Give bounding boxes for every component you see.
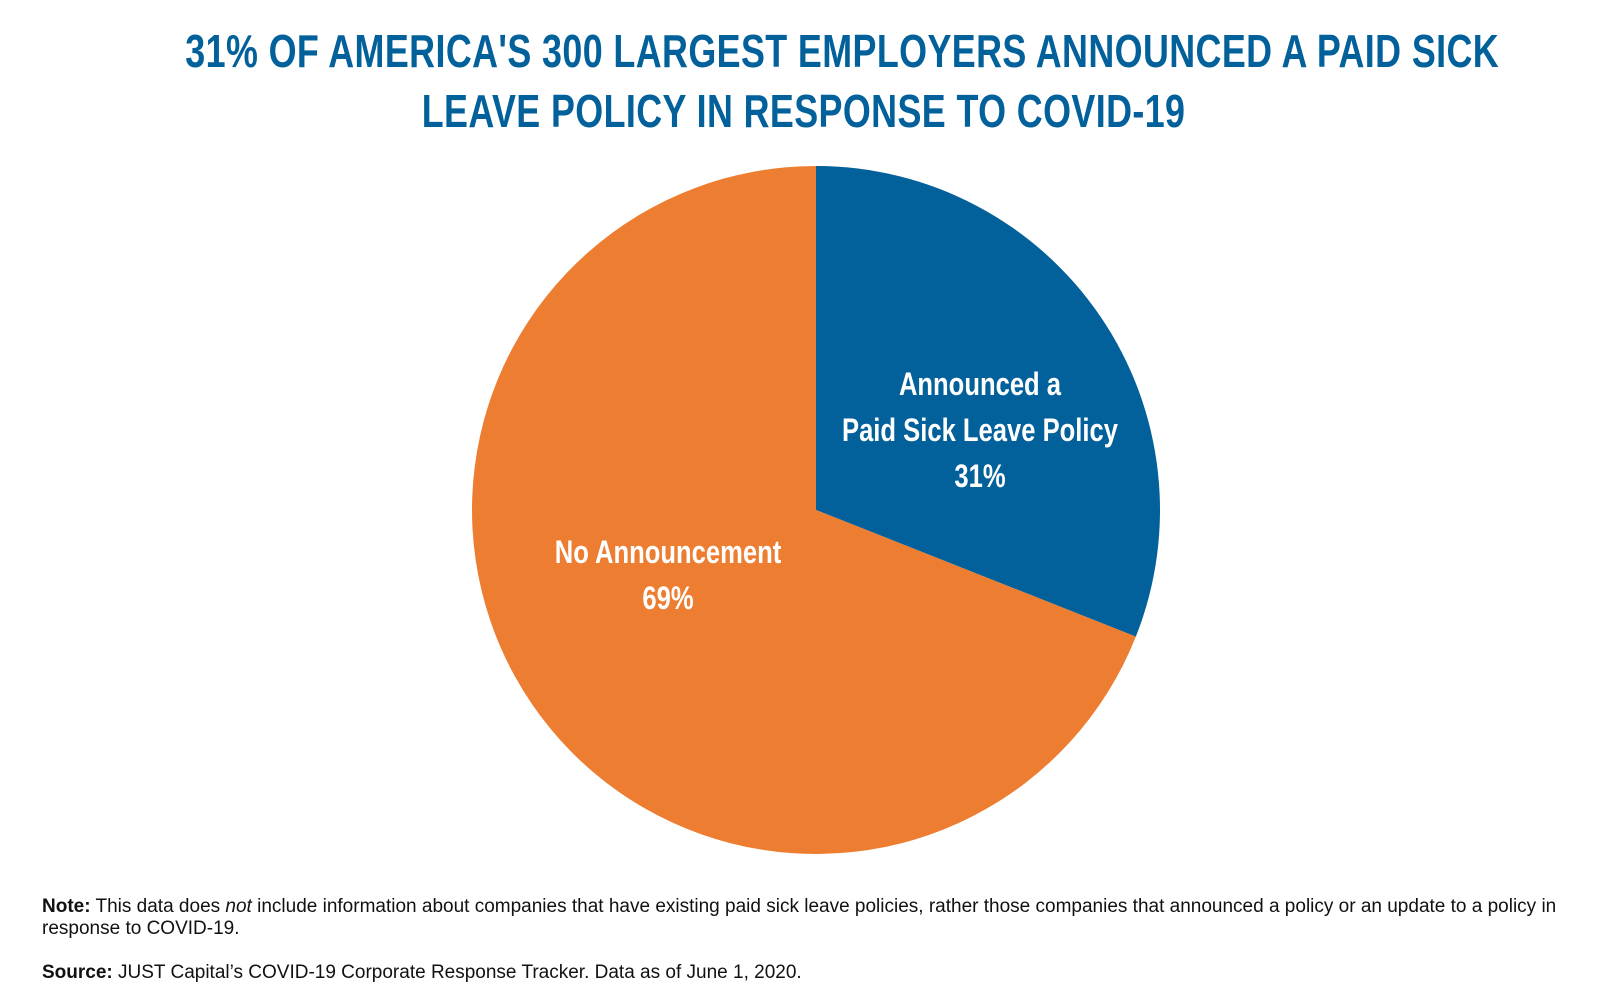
pie-slice-0 — [816, 166, 1160, 637]
chart-title-line-1: 31% OF AMERICA'S 300 LARGEST EMPLOYERS A… — [0, 24, 1608, 78]
slice-label: Paid Sick Leave Policy — [842, 413, 1118, 448]
title-text: 31% OF AMERICA'S 300 LARGEST EMPLOYERS A… — [185, 25, 1500, 77]
title-text: LEAVE POLICY IN RESPONSE TO COVID-19 — [422, 85, 1186, 137]
source-text: JUST Capital’s COVID-19 Corporate Respon… — [118, 962, 802, 983]
source: Source: JUST Capital’s COVID-19 Corporat… — [42, 962, 1572, 984]
chart-title-line-2: LEAVE POLICY IN RESPONSE TO COVID-19 — [0, 84, 1608, 138]
source-label: Source: — [42, 962, 113, 983]
slice-value-label: 69% — [642, 581, 693, 616]
note-text-continued: include information about companies that… — [42, 896, 1557, 939]
note-text: This data does — [95, 896, 221, 917]
note: Note: This data does not include informa… — [42, 896, 1572, 940]
pie-slice-1 — [472, 166, 1136, 854]
slice-label: No Announcement — [555, 535, 782, 570]
slice-label: Announced a — [899, 367, 1062, 402]
note-emphasis: not — [225, 896, 252, 917]
slice-value-label: 31% — [954, 459, 1005, 494]
note-label: Note: — [42, 896, 91, 917]
